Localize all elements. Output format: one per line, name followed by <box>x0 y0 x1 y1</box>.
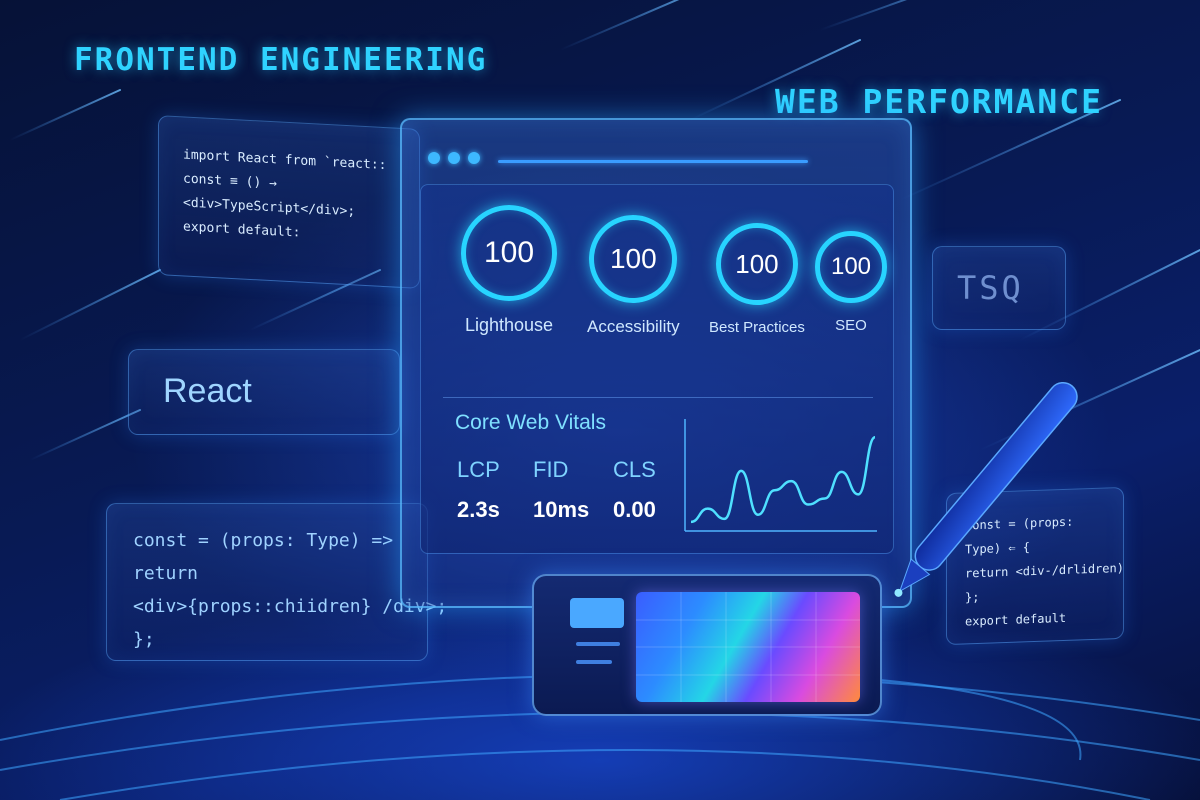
score-label: SEO <box>835 317 867 334</box>
window-dot-icon[interactable] <box>428 152 440 164</box>
heading-frontend-engineering: FRONTEND ENGINEERING <box>74 42 488 78</box>
code-line: export default <box>965 610 1067 629</box>
metric-value: 10ms <box>533 497 590 522</box>
score-ring-icon: 100 <box>461 205 557 301</box>
tsq-card: TSQ <box>932 246 1066 330</box>
score-accessibility: 100 Accessibility <box>587 215 680 337</box>
metric-label: LCP <box>457 457 500 482</box>
metric-fid: FID 10ms <box>533 457 589 523</box>
score-seo: 100 SEO <box>815 231 887 334</box>
vitals-chart-svg <box>684 419 877 532</box>
score-label: Best Practices <box>709 319 805 336</box>
code-line: const = (props: Type) => <box>133 530 394 551</box>
tablet-text-line <box>576 660 612 664</box>
code-line: return <box>133 563 199 584</box>
metric-cls: CLS 0.00 <box>613 457 656 523</box>
score-value: 100 <box>735 248 779 279</box>
metric-label: FID <box>533 457 569 482</box>
code-line: }; <box>133 629 155 650</box>
score-lighthouse: 100 Lighthouse <box>461 205 557 336</box>
score-value: 100 <box>830 253 872 280</box>
react-label: React <box>163 372 252 410</box>
score-ring-icon: 100 <box>589 215 678 303</box>
score-best-practices: 100 Best Practices <box>709 223 805 336</box>
tablet-thumbnail <box>570 598 624 628</box>
score-ring-icon: 100 <box>715 223 798 305</box>
metric-value: 0.00 <box>613 497 656 522</box>
metric-value: 2.3s <box>457 497 500 522</box>
score-label: Lighthouse <box>464 315 554 335</box>
heading-web-performance: WEB PERFORMANCE <box>775 82 1104 121</box>
code-snippet-panel-bottom: const = (props: Type) => return <div>{pr… <box>106 503 448 661</box>
vitals-line-chart <box>681 419 881 537</box>
address-bar[interactable] <box>498 160 808 163</box>
score-value: 100 <box>609 243 657 274</box>
react-card: React <box>128 349 400 435</box>
tsq-label: TSQ <box>957 269 1024 307</box>
score-ring-icon: 100 <box>815 231 887 303</box>
core-web-vitals-title: Core Web Vitals <box>455 411 606 434</box>
color-palette-grid <box>636 592 860 702</box>
tablet-text-line <box>576 642 620 646</box>
code-line: <div>{props::chiidren} /div>; <box>133 596 448 617</box>
window-controls <box>428 152 480 164</box>
score-label: Accessibility <box>587 317 680 336</box>
color-palette <box>636 592 860 702</box>
window-dot-icon[interactable] <box>468 152 480 164</box>
metric-lcp: LCP 2.3s <box>457 457 500 523</box>
metric-label: CLS <box>613 457 656 482</box>
code-snippet-panel-top: import React from `react:: const ≡ () → … <box>158 115 420 289</box>
section-divider <box>443 397 873 398</box>
chart-series-line <box>690 435 877 524</box>
code-snippet-panel-right: const = (props: Type) ⇐ { return <div-/d… <box>946 486 1124 646</box>
window-dot-icon[interactable] <box>448 152 460 164</box>
tablet-device <box>532 574 882 716</box>
score-value: 100 <box>483 236 535 269</box>
lighthouse-report-panel: 100 Lighthouse 100 Accessibility 100 Bes… <box>420 184 894 554</box>
browser-window: 100 Lighthouse 100 Accessibility 100 Bes… <box>400 118 912 608</box>
